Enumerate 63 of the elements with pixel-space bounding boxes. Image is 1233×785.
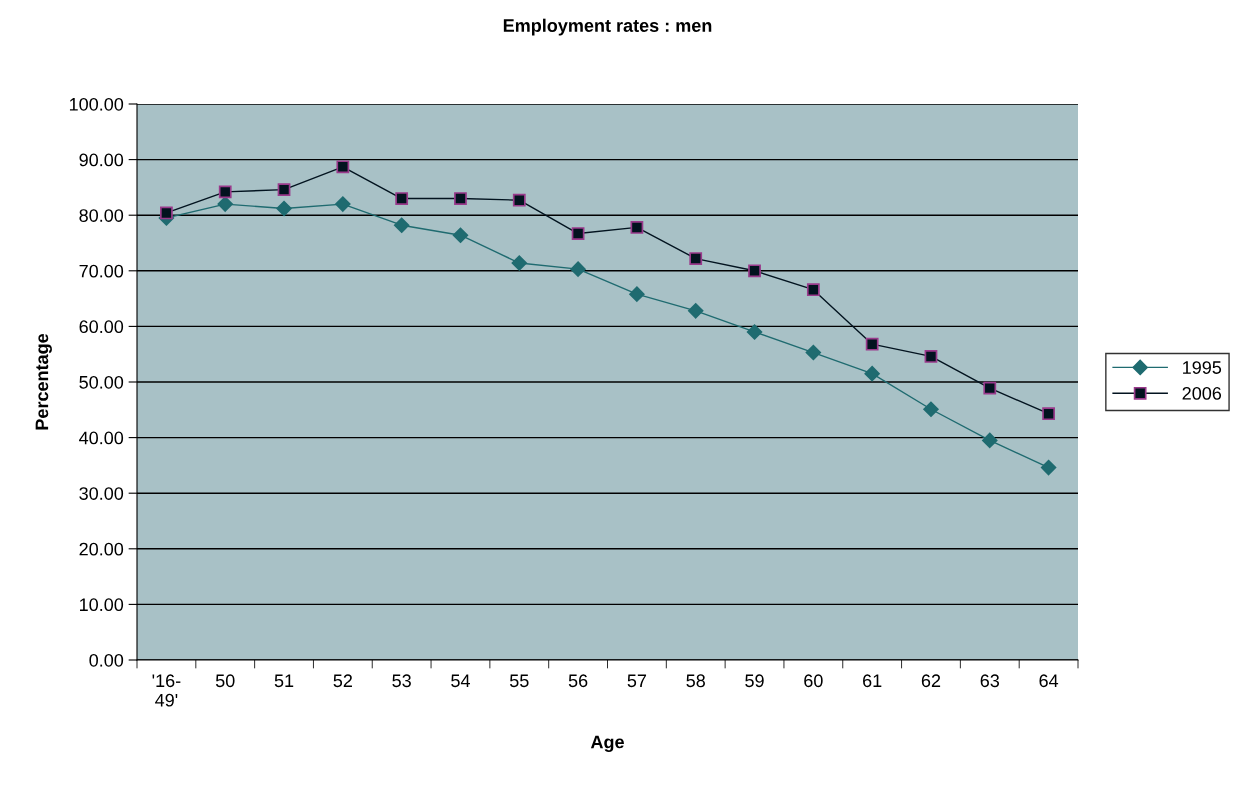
point bbox=[1042, 407, 1055, 421]
point bbox=[982, 432, 998, 449]
point bbox=[511, 255, 527, 271]
y-tick-label: 30.00 bbox=[79, 487, 124, 500]
point bbox=[805, 344, 822, 361]
x-tick-label: 55 bbox=[509, 674, 529, 688]
y-tick-label: 70.00 bbox=[79, 264, 124, 278]
x-tick-label: 64 bbox=[1039, 674, 1059, 688]
x-tick-label: 62 bbox=[921, 674, 941, 688]
point bbox=[689, 252, 703, 265]
x-tick-label: 54 bbox=[451, 674, 470, 688]
x-tick-label: 50 bbox=[215, 674, 235, 688]
y-tick-label: 90.00 bbox=[79, 153, 124, 167]
x-tick-label: 51 bbox=[274, 674, 294, 688]
x-tick-label: 60 bbox=[804, 674, 823, 688]
x-tick-label: 59 bbox=[745, 674, 764, 688]
x-tick-label: 56 bbox=[568, 674, 588, 688]
point bbox=[393, 217, 410, 233]
y-tick-label: 80.00 bbox=[79, 209, 124, 222]
x-tick-label: '16- 49' bbox=[152, 674, 181, 707]
point bbox=[571, 227, 585, 240]
y-tick-label: 40.00 bbox=[79, 431, 124, 445]
point bbox=[276, 200, 292, 217]
x-tick-label: 57 bbox=[627, 674, 647, 688]
point bbox=[746, 324, 763, 340]
x-tick-label: 61 bbox=[863, 674, 882, 688]
point bbox=[1040, 459, 1057, 476]
point bbox=[923, 401, 939, 417]
x-tick-label: 63 bbox=[980, 674, 1000, 688]
point bbox=[395, 192, 409, 205]
point bbox=[688, 303, 704, 319]
x-tick-label: 52 bbox=[333, 674, 352, 688]
point bbox=[864, 365, 880, 382]
point bbox=[630, 221, 644, 234]
y-tick-label: 60.00 bbox=[79, 320, 124, 334]
point bbox=[512, 193, 526, 207]
legend-label: 1995 bbox=[1183, 361, 1222, 374]
point bbox=[748, 264, 761, 278]
point bbox=[218, 185, 232, 199]
point bbox=[335, 196, 351, 212]
point bbox=[570, 261, 586, 277]
y-tick-label: 100.00 bbox=[69, 97, 124, 111]
legend-label: 2006 bbox=[1182, 386, 1222, 400]
point bbox=[160, 206, 173, 220]
x-tick-label: 53 bbox=[392, 674, 411, 688]
x-tick-label: 58 bbox=[686, 674, 705, 688]
point bbox=[277, 183, 291, 197]
point bbox=[454, 192, 467, 205]
x-axis-title: Age bbox=[590, 735, 624, 752]
point bbox=[336, 160, 350, 174]
y-tick-label: 50.00 bbox=[79, 375, 124, 389]
point bbox=[217, 196, 233, 212]
point bbox=[452, 227, 469, 243]
point bbox=[865, 337, 879, 351]
point bbox=[629, 286, 645, 302]
y-tick-label: 20.00 bbox=[79, 542, 124, 556]
point bbox=[806, 283, 820, 297]
y-tick-label: 0.00 bbox=[89, 653, 124, 667]
point bbox=[983, 381, 997, 395]
chart-title: Employment rates : men bbox=[503, 18, 712, 36]
y-axis-title: Percentage bbox=[35, 333, 52, 430]
point bbox=[924, 350, 938, 363]
y-tick-label: 10.00 bbox=[80, 598, 124, 612]
